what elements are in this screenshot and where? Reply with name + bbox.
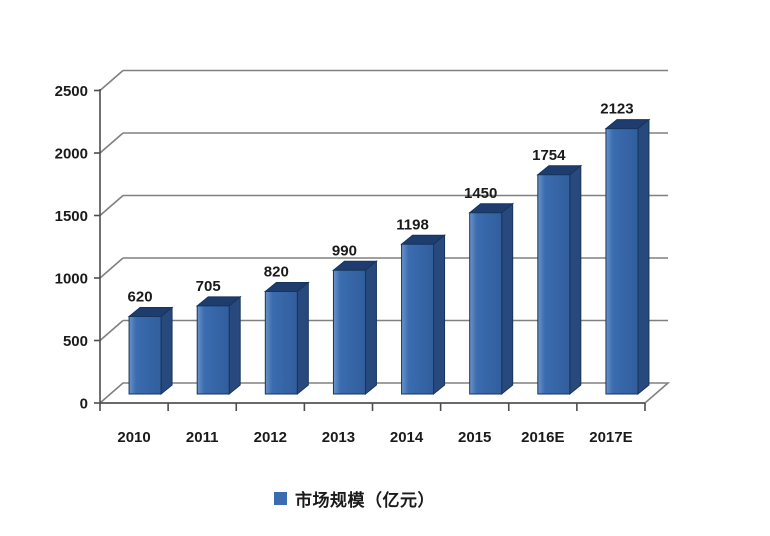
ytick-label-500: 500 (63, 333, 88, 350)
bar-side-face-2016E (569, 164, 582, 396)
legend-swatch-icon (274, 492, 287, 505)
bar-2017E (605, 128, 639, 395)
category-label-2015: 2015 (458, 429, 491, 446)
gridline-connector (99, 132, 124, 154)
category-label-2016E: 2016E (521, 429, 564, 446)
bar-2012 (264, 291, 298, 395)
value-label-2016E: 1754 (532, 147, 566, 164)
ytick-label-0: 0 (80, 396, 88, 413)
bar-2016E (537, 174, 571, 395)
bar-side-face-2012 (296, 281, 309, 396)
value-label-2017E: 2123 (600, 101, 633, 118)
bar-2010 (128, 316, 162, 395)
ytick-label-1000: 1000 (55, 271, 88, 288)
ytick-label-1500: 1500 (55, 208, 88, 225)
bar-side-face-2014 (433, 234, 446, 396)
bar-2015 (469, 212, 503, 395)
gridline-connector (99, 319, 124, 342)
value-label-2010: 620 (128, 289, 153, 306)
value-label-2014: 1198 (396, 216, 429, 233)
ytick-label-2000: 2000 (55, 146, 88, 163)
bar-2011 (196, 305, 230, 395)
floor-plane (97, 382, 671, 404)
value-label-2012: 820 (264, 264, 289, 281)
legend-series-label: 市场规模（亿元） (295, 491, 435, 510)
bar-side-face-2017E (637, 118, 650, 396)
category-label-2017E: 2017E (589, 429, 632, 446)
category-label-2011: 2011 (186, 429, 219, 446)
bar-side-face-2011 (228, 295, 241, 396)
category-label-2013: 2013 (322, 429, 355, 446)
category-label-2010: 2010 (117, 429, 150, 446)
bar-side-face-2015 (501, 202, 514, 396)
bar-side-face-2010 (160, 306, 173, 396)
chart-legend: 市场规模（亿元） (274, 486, 435, 511)
gridline-connector (99, 257, 124, 279)
value-label-2011: 705 (196, 278, 221, 295)
gridline-connector (99, 69, 124, 92)
gridline-connector (99, 194, 124, 217)
category-label-2014: 2014 (390, 429, 424, 446)
value-label-2015: 1450 (464, 185, 497, 202)
value-label-2013: 990 (332, 242, 357, 259)
bar-2013 (332, 269, 366, 395)
category-label-2012: 2012 (254, 429, 287, 446)
bar-2014 (401, 243, 435, 395)
ytick-label-2500: 2500 (55, 83, 88, 100)
bar-side-face-2013 (364, 260, 377, 396)
